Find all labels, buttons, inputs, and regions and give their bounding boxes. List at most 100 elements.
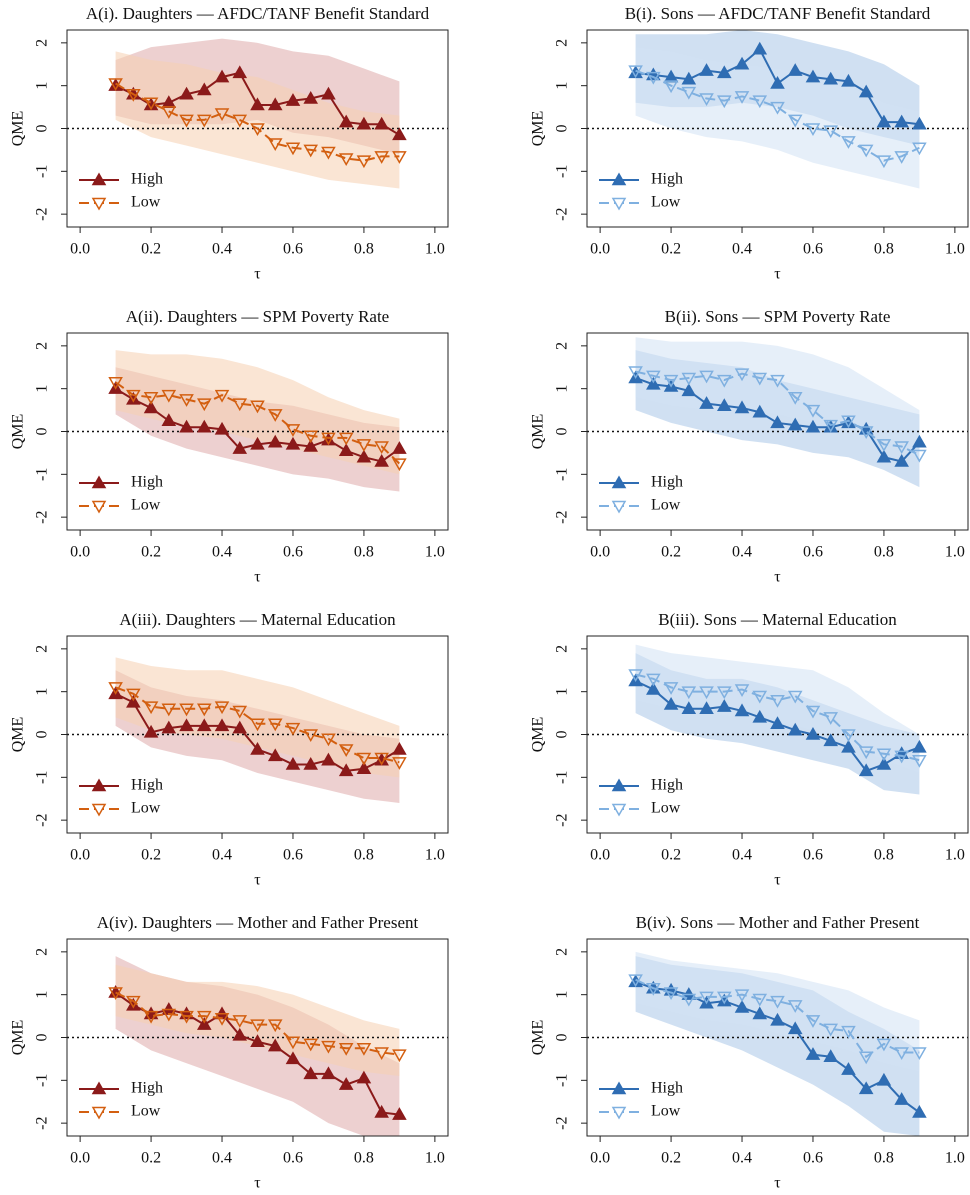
data-point bbox=[267, 434, 283, 448]
data-point bbox=[161, 703, 177, 717]
confidence-band bbox=[635, 644, 920, 774]
x-tick-label: 0.8 bbox=[874, 241, 894, 258]
data-point bbox=[285, 424, 301, 437]
data-point bbox=[663, 374, 679, 388]
y-tick-label: 2 bbox=[554, 948, 571, 956]
x-tick-label: 1.0 bbox=[425, 544, 445, 561]
data-point bbox=[321, 86, 336, 100]
data-point bbox=[303, 144, 319, 158]
data-point bbox=[876, 439, 892, 452]
legend-label: Low bbox=[651, 194, 681, 211]
data-point bbox=[716, 374, 732, 388]
panel: B(i). Sons — AFDC/TANF Benefit Standard H… bbox=[530, 4, 969, 283]
x-tick-label: 0.4 bbox=[212, 847, 232, 864]
data-point bbox=[250, 1034, 265, 1048]
x-tick-label: 0.0 bbox=[590, 1150, 610, 1167]
y-axis-label: QME bbox=[10, 414, 27, 450]
x-tick-label: 0.2 bbox=[661, 1150, 681, 1167]
plot-area bbox=[67, 956, 448, 1136]
data-point bbox=[770, 694, 785, 708]
legend-label: High bbox=[131, 474, 163, 491]
x-tick-label: 0.0 bbox=[70, 241, 90, 258]
x-tick-label: 0.0 bbox=[70, 1150, 90, 1167]
legend-label: Low bbox=[651, 1103, 681, 1120]
x-tick-label: 0.0 bbox=[590, 544, 610, 561]
data-point bbox=[628, 669, 643, 683]
data-point bbox=[787, 417, 803, 431]
data-point bbox=[787, 1021, 803, 1035]
data-point bbox=[841, 136, 856, 149]
data-point bbox=[823, 1023, 839, 1037]
series-line bbox=[635, 673, 920, 762]
y-tick-label: -2 bbox=[554, 1116, 571, 1129]
data-point bbox=[179, 718, 194, 732]
data-point bbox=[303, 91, 319, 104]
data-point bbox=[858, 1081, 874, 1095]
data-point bbox=[752, 993, 768, 1007]
data-point bbox=[161, 1008, 177, 1022]
y-tick-label: 0 bbox=[34, 1034, 51, 1042]
x-tick-label: 0.8 bbox=[874, 847, 894, 864]
y-tick-label: 1 bbox=[554, 688, 571, 696]
data-point bbox=[143, 400, 159, 414]
legend-label: Low bbox=[131, 194, 161, 211]
data-point bbox=[699, 93, 714, 107]
data-point bbox=[770, 1012, 785, 1026]
y-tick-label: 0 bbox=[34, 731, 51, 739]
data-point bbox=[876, 155, 892, 169]
data-point bbox=[805, 1047, 821, 1060]
data-point bbox=[646, 370, 661, 384]
y-tick-label: -1 bbox=[34, 1074, 51, 1087]
data-point bbox=[663, 682, 679, 695]
data-point bbox=[232, 114, 248, 128]
data-point bbox=[716, 686, 732, 700]
data-point bbox=[356, 761, 372, 775]
data-point bbox=[663, 697, 679, 710]
data-point bbox=[805, 123, 821, 137]
data-point bbox=[321, 733, 336, 747]
y-tick-label: 0 bbox=[554, 731, 571, 739]
x-tick-label: 0.6 bbox=[283, 241, 303, 258]
data-point bbox=[699, 701, 714, 715]
x-tick-label: 1.0 bbox=[945, 241, 965, 258]
data-point bbox=[876, 1038, 892, 1052]
y-tick-label: -2 bbox=[554, 813, 571, 826]
legend-label: Low bbox=[131, 800, 161, 817]
data-point bbox=[285, 142, 301, 156]
data-point bbox=[374, 453, 389, 467]
data-point bbox=[787, 63, 803, 76]
x-tick-label: 0.6 bbox=[803, 1150, 823, 1167]
data-point bbox=[179, 394, 194, 407]
data-point bbox=[143, 701, 159, 715]
data-point bbox=[876, 114, 892, 128]
data-point bbox=[858, 763, 874, 777]
data-point bbox=[841, 415, 856, 429]
legend-label: High bbox=[651, 1080, 683, 1097]
legend-label: High bbox=[131, 171, 163, 188]
y-axis-label: QME bbox=[10, 717, 27, 753]
y-tick-label: 0 bbox=[554, 1034, 571, 1042]
data-point bbox=[214, 389, 230, 403]
x-tick-label: 0.8 bbox=[874, 544, 894, 561]
data-point bbox=[752, 372, 768, 386]
data-point bbox=[787, 114, 803, 128]
confidence-band bbox=[115, 51, 400, 189]
data-point bbox=[196, 718, 212, 732]
data-point bbox=[374, 151, 389, 164]
data-point bbox=[805, 404, 821, 418]
data-point bbox=[699, 63, 714, 76]
y-tick-label: -1 bbox=[34, 771, 51, 784]
data-point bbox=[787, 1000, 803, 1013]
plot-area bbox=[67, 38, 448, 189]
panel: A(iii). Daughters — Maternal Education Hi… bbox=[10, 610, 449, 889]
x-tick-label: 1.0 bbox=[425, 847, 445, 864]
y-axis-label: QME bbox=[10, 1020, 27, 1056]
x-tick-label: 0.4 bbox=[732, 241, 752, 258]
panel: A(ii). Daughters — SPM Poverty Rate High L… bbox=[10, 307, 449, 586]
data-point bbox=[734, 1000, 750, 1013]
data-point bbox=[646, 673, 661, 687]
x-tick-label: 0.0 bbox=[70, 544, 90, 561]
data-point bbox=[356, 116, 372, 130]
data-point bbox=[699, 396, 714, 409]
data-point bbox=[646, 682, 661, 695]
